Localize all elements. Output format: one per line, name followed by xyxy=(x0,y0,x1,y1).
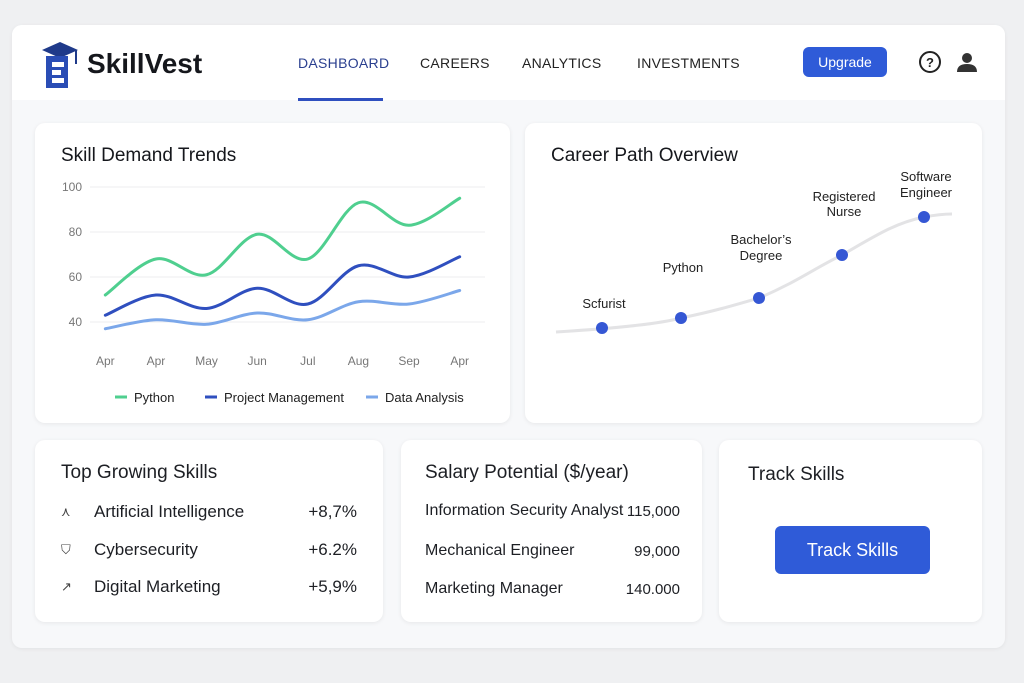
header-icons: ? xyxy=(919,51,977,73)
nav-item[interactable]: DASHBOARD xyxy=(298,55,390,71)
y-tick-label: 40 xyxy=(69,315,83,329)
node-dot xyxy=(675,312,687,324)
chart-title: Skill Demand Trends xyxy=(61,145,236,166)
track-button[interactable]: Track Skills xyxy=(775,526,930,574)
node-dot xyxy=(753,292,765,304)
logo-icon xyxy=(42,42,78,88)
career-path-card: Career Path Overview Scfurist Python Bache… xyxy=(525,123,982,423)
svg-text:?: ? xyxy=(926,55,934,70)
salary-role: Information Security Analyst xyxy=(425,502,624,519)
salary-role: Marketing Manager xyxy=(425,580,563,597)
x-tick-label: Aug xyxy=(348,354,369,368)
card-title: Salary Potential ($/year) xyxy=(425,462,629,483)
salary-role: Mechanical Engineer xyxy=(425,542,575,559)
salary-value: 99,000 xyxy=(634,543,680,560)
x-tick-label: Apr xyxy=(147,354,166,368)
node-label: Scfurist xyxy=(582,296,626,311)
series-line xyxy=(103,255,462,317)
node-label: Degree xyxy=(740,248,783,263)
legend-label: Project Management xyxy=(224,390,344,405)
top-skills-card: Top Growing Skills ⋏ Artificial Intellige… xyxy=(35,440,383,622)
node-label: Bachelor’s xyxy=(731,232,792,247)
x-tick-label: Apr xyxy=(450,354,469,368)
node-label: Nurse xyxy=(827,204,862,219)
help-icon[interactable] xyxy=(919,51,941,73)
x-tick-label: Jun xyxy=(248,354,267,368)
track-card: Track Skills Track Skills xyxy=(719,440,982,622)
y-tick-label: 80 xyxy=(69,225,83,239)
x-tick-label: Jul xyxy=(300,354,315,368)
skill-icon: ⋏ xyxy=(61,504,71,519)
nav-item[interactable]: CAREERS xyxy=(420,55,490,71)
skill-change: +5,9% xyxy=(308,577,357,596)
node-dot xyxy=(836,249,848,261)
salary-card: Salary Potential ($/year) Information Se… xyxy=(401,440,702,622)
brand: SkillVest xyxy=(87,48,203,79)
skill-icon: ↗ xyxy=(61,579,72,594)
node-label: Engineer xyxy=(900,185,953,200)
chart: Skill Demand Trends 40 60 80 100 Apr Apr May Ju… xyxy=(61,145,485,405)
nav-item[interactable]: ANALYTICS xyxy=(522,55,602,71)
nav-item[interactable]: INVESTMENTS xyxy=(637,55,740,71)
node-dot xyxy=(596,322,608,334)
user-icon[interactable] xyxy=(962,53,972,63)
skill-name: Cybersecurity xyxy=(94,540,198,559)
career-diagram: Career Path Overview Scfurist Python Bache… xyxy=(551,145,953,334)
skill-change: +8,7% xyxy=(308,502,357,521)
card-title: Track Skills xyxy=(748,464,845,485)
y-tick-label: 60 xyxy=(69,270,83,284)
skill-name: Digital Marketing xyxy=(94,577,221,596)
nav-underline xyxy=(298,98,383,101)
skill-demand-card: Skill Demand Trends 40 60 80 100 Apr Apr May Ju… xyxy=(35,123,510,423)
salary-value: 140.000 xyxy=(625,581,680,598)
x-tick-label: May xyxy=(195,354,218,368)
x-tick-label: Sep xyxy=(398,354,420,368)
series-line xyxy=(103,289,462,331)
node-label: Python xyxy=(663,260,703,275)
node-label: Registered xyxy=(813,189,876,204)
card-title: Career Path Overview xyxy=(551,145,738,166)
salary-value: 115,000 xyxy=(626,503,680,520)
node-label: Software xyxy=(900,169,951,184)
series-line xyxy=(103,196,462,297)
x-tick-label: Apr xyxy=(96,354,115,368)
legend-label: Data Analysis xyxy=(385,390,464,405)
skill-name: Artificial Intelligence xyxy=(94,502,245,521)
node-dot xyxy=(918,211,930,223)
skill-change: +6.2% xyxy=(308,540,357,559)
legend-label: Python xyxy=(134,390,174,405)
skill-icon: ⛉ xyxy=(61,542,71,557)
y-tick-label: 100 xyxy=(62,180,82,194)
upgrade-button[interactable]: Upgrade xyxy=(803,47,887,77)
card-title: Top Growing Skills xyxy=(61,462,218,483)
